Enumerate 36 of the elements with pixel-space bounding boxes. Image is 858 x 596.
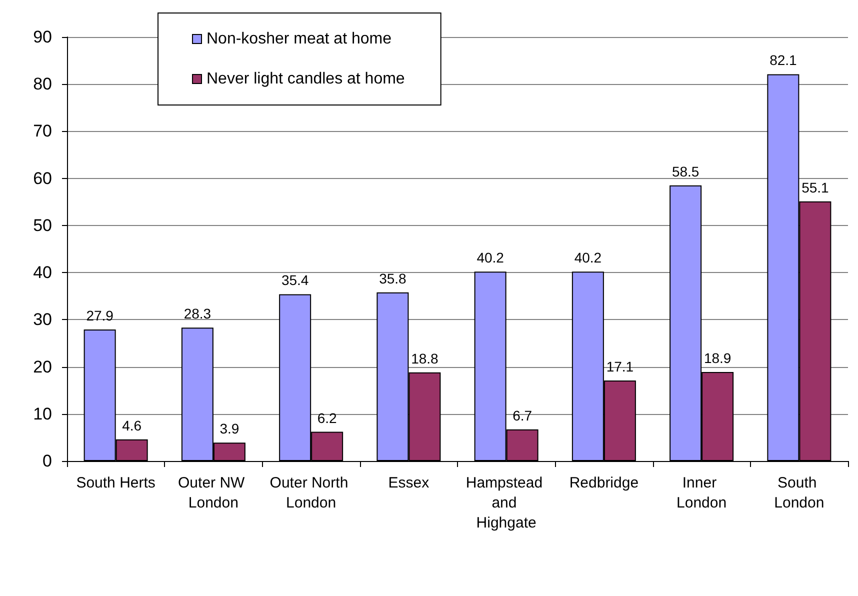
data-label: 35.4 — [281, 272, 309, 288]
data-label: 40.2 — [574, 250, 602, 266]
y-tick-label: 80 — [33, 74, 52, 94]
y-tick-label: 20 — [33, 357, 52, 376]
data-label: 58.5 — [672, 163, 700, 180]
data-label: 4.6 — [122, 417, 142, 434]
data-label: 82.1 — [770, 52, 798, 68]
data-label: 35.8 — [379, 270, 407, 286]
data-label: 3.9 — [220, 420, 240, 437]
y-tick-label: 60 — [33, 168, 52, 188]
data-label: 6.2 — [317, 410, 338, 426]
data-label: 40.2 — [476, 250, 504, 266]
x-tick-label: South London — [774, 474, 824, 512]
data-label: 27.9 — [86, 308, 114, 324]
y-tick-label: 10 — [33, 404, 52, 424]
legend-label: Never light candles at home — [206, 70, 405, 88]
x-tick-label: Hampstead and Highgate — [466, 474, 547, 532]
y-tick-label: 70 — [33, 122, 52, 141]
x-tick-label: Essex — [388, 474, 430, 492]
data-label: 18.8 — [411, 350, 439, 366]
data-label: 28.3 — [184, 306, 212, 322]
data-label: 18.9 — [704, 350, 732, 366]
x-tick-label: Redbridge — [569, 474, 639, 492]
data-label: 17.1 — [606, 358, 634, 374]
data-label: 6.7 — [512, 407, 532, 424]
y-tick-label: 0 — [42, 452, 52, 470]
y-tick-label: 50 — [33, 216, 52, 235]
x-tick-label: Inner London — [676, 474, 727, 512]
x-tick-label: Outer NW London — [178, 474, 249, 512]
x-tick-label: Outer North London — [270, 474, 352, 512]
y-tick-label: 90 — [33, 28, 52, 46]
x-tick-label: South Herts — [76, 474, 156, 492]
legend-label: Non-kosher meat at home — [206, 30, 392, 48]
y-tick-label: 40 — [33, 263, 52, 282]
data-label: 55.1 — [802, 179, 830, 196]
y-tick-label: 30 — [33, 310, 52, 330]
